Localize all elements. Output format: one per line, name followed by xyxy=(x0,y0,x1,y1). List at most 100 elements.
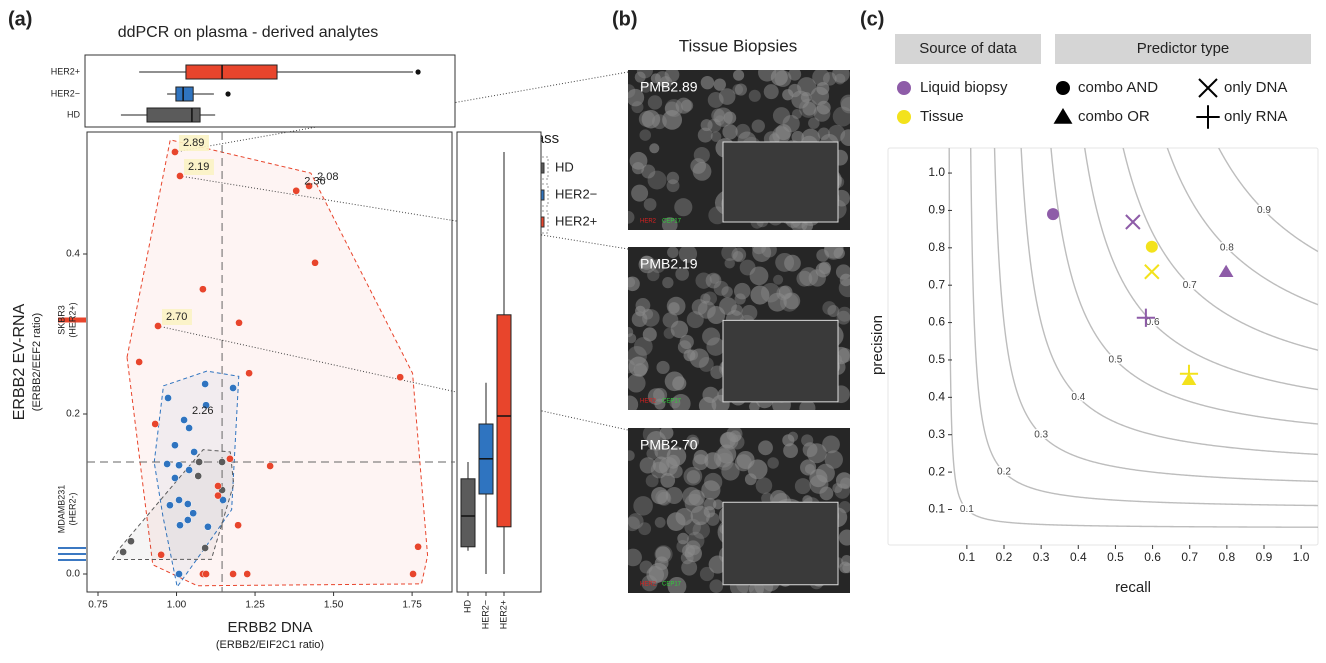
y-tick-label: 0.4 xyxy=(66,249,80,260)
cell xyxy=(835,472,850,489)
cell xyxy=(647,268,660,282)
cell xyxy=(697,127,713,143)
y-tick-label: 0.9 xyxy=(928,203,945,217)
stain-label: HER2 xyxy=(640,219,657,225)
legend-swatch xyxy=(897,81,911,95)
cell xyxy=(669,397,681,409)
x-tick-label: 1.0 xyxy=(1293,550,1310,564)
cell xyxy=(640,81,652,93)
cell xyxy=(791,130,805,144)
cell xyxy=(682,487,701,506)
legend-label: Liquid biopsy xyxy=(920,79,1008,96)
data-point xyxy=(171,441,179,450)
data-point xyxy=(235,318,243,327)
cell xyxy=(671,393,691,410)
data-point xyxy=(305,182,313,190)
cell xyxy=(799,267,819,287)
cell xyxy=(794,478,811,495)
box xyxy=(496,314,512,528)
cell xyxy=(642,428,662,444)
cell xyxy=(770,70,788,86)
data-point xyxy=(1047,208,1060,221)
data-point xyxy=(219,496,227,504)
point-label: 2.19 xyxy=(188,161,209,173)
data-point xyxy=(189,509,198,518)
cell xyxy=(688,436,699,448)
data-point xyxy=(229,570,237,578)
cell xyxy=(782,89,794,101)
legend-header: Source of data xyxy=(919,40,1017,57)
legend-header: Predictor type xyxy=(1137,40,1230,57)
cell xyxy=(714,115,725,126)
data-point xyxy=(1125,214,1141,230)
x-tick-label: 0.8 xyxy=(1219,550,1236,564)
cell xyxy=(706,512,720,526)
contour-label: 0.8 xyxy=(1220,242,1234,253)
box xyxy=(460,478,476,548)
cell xyxy=(767,457,779,469)
stain-label: HER2 xyxy=(640,399,657,405)
cell xyxy=(758,440,773,456)
data-point xyxy=(183,500,192,508)
cell xyxy=(700,75,715,90)
box xyxy=(175,86,194,102)
cell xyxy=(812,70,830,86)
x-tick-label: 0.3 xyxy=(1033,550,1050,564)
cell xyxy=(822,301,837,315)
data-point xyxy=(201,380,209,388)
cell xyxy=(653,387,668,402)
category-label: HER2+ xyxy=(498,600,508,629)
cell xyxy=(704,452,722,470)
cell xyxy=(677,532,689,545)
cell xyxy=(732,84,744,95)
outlier xyxy=(415,69,421,75)
cell xyxy=(751,119,765,133)
cell xyxy=(699,566,715,582)
cell xyxy=(633,496,653,516)
cell xyxy=(628,210,635,224)
cell xyxy=(662,312,679,328)
y-tick-label: 0.0 xyxy=(66,569,80,580)
cell xyxy=(775,124,792,141)
cell xyxy=(718,88,736,105)
cell xyxy=(690,505,711,526)
cell xyxy=(784,254,801,272)
y-tick-label: 0.5 xyxy=(928,352,945,366)
cell xyxy=(664,101,680,116)
cell xyxy=(686,470,701,484)
cell xyxy=(666,512,686,531)
cell xyxy=(702,386,719,404)
data-point xyxy=(1181,372,1197,386)
y-tick-label: 0.7 xyxy=(928,277,945,291)
cell xyxy=(808,117,820,129)
cell xyxy=(721,462,740,481)
cell xyxy=(628,516,640,532)
data-point xyxy=(154,322,162,330)
cell xyxy=(683,466,703,486)
cell xyxy=(735,123,751,139)
cell xyxy=(761,492,774,505)
cell xyxy=(732,250,744,262)
panel-title: Tissue Biopsies xyxy=(679,36,797,55)
x-tick-label: 1.75 xyxy=(402,600,422,611)
class-hull xyxy=(126,139,429,587)
label-highlight xyxy=(183,159,214,175)
data-point xyxy=(201,544,209,552)
cell xyxy=(661,217,678,230)
cell xyxy=(641,109,661,129)
x-tick-label: 1.00 xyxy=(167,600,187,611)
cell xyxy=(686,311,704,329)
image-label: PMB2.19 xyxy=(640,256,698,272)
cell xyxy=(813,104,831,122)
x-axis-label: recall xyxy=(1115,579,1151,596)
cell xyxy=(628,356,649,377)
cell xyxy=(666,296,686,316)
cell xyxy=(788,70,802,81)
x-tick-label: 0.6 xyxy=(1144,550,1161,564)
cell xyxy=(816,249,830,262)
data-point xyxy=(1136,308,1155,327)
point-label: 2.26 xyxy=(192,405,213,417)
reference-note: (HER2-) xyxy=(67,492,77,525)
cell xyxy=(628,326,634,338)
outlier xyxy=(225,91,231,97)
